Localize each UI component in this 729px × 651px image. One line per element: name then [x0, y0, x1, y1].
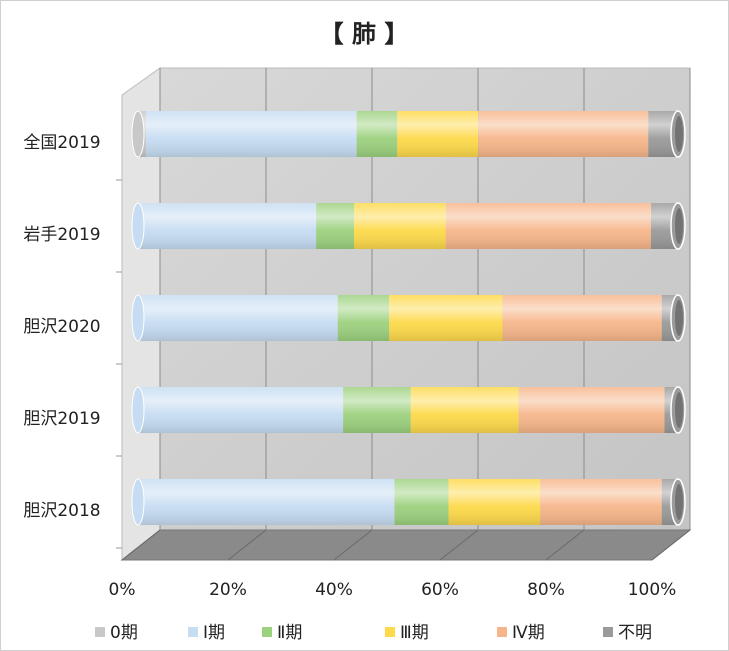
bar-shine [138, 387, 678, 433]
x-tick-label: 0% [109, 580, 136, 600]
y-tick-label: 胆沢2019 [23, 409, 100, 429]
legend-label: Ⅱ期 [277, 623, 302, 643]
floor-grid-line [227, 529, 267, 561]
x-tick-label: 80% [527, 580, 565, 600]
chart-title: 【 肺 】 [320, 20, 409, 48]
bar-end-cap [670, 294, 686, 342]
y-tick-label: 岩手2019 [23, 225, 100, 245]
bar-start-cap [131, 110, 145, 158]
floor-grid-line [121, 529, 161, 561]
legend-label: Ⅲ期 [400, 623, 429, 643]
legend-swatch [95, 627, 105, 637]
bar-start-cap [131, 478, 145, 526]
bar-end-cap [670, 386, 686, 434]
x-tick-label: 20% [209, 580, 247, 600]
floor [120, 529, 692, 561]
bar-start-cap [131, 294, 145, 342]
x-tick-label: 40% [315, 580, 353, 600]
legend-label: Ⅳ期 [512, 623, 545, 643]
bar-end-cap [670, 478, 686, 526]
bar-end-cap [670, 110, 686, 158]
legend-label: 0期 [110, 623, 138, 643]
bar-end-cap-inner [675, 484, 683, 520]
legend-swatch [603, 627, 613, 637]
legend-swatch [262, 627, 272, 637]
y-tick-label: 胆沢2020 [23, 317, 100, 337]
floor-grid-line [545, 529, 585, 561]
bar-end-cap-inner [675, 116, 683, 152]
bar-end-cap [670, 202, 686, 250]
bar-end-cap-inner [675, 300, 683, 336]
bar-shine [138, 295, 678, 341]
bar-start-cap [131, 386, 145, 434]
legend-label: 不明 [618, 623, 652, 643]
bar-shine [138, 203, 678, 249]
x-tick-label: 100% [628, 580, 677, 600]
bar-shine [138, 479, 678, 525]
legend-swatch [497, 627, 507, 637]
bar-end-cap-inner [675, 392, 683, 428]
bar-start-cap [131, 202, 145, 250]
y-tick-label: 全国2019 [23, 133, 100, 153]
bar-shine [138, 111, 678, 157]
x-tick-label: 60% [421, 580, 459, 600]
floor-grid-line [333, 529, 373, 561]
y-tick-label: 胆沢2018 [23, 501, 100, 521]
legend-label: Ⅰ期 [203, 623, 225, 643]
floor-grid-line [439, 529, 479, 561]
floor-grid-line [651, 529, 691, 561]
bar-end-cap-inner [675, 208, 683, 244]
legend-swatch [385, 627, 395, 637]
legend-swatch [188, 627, 198, 637]
